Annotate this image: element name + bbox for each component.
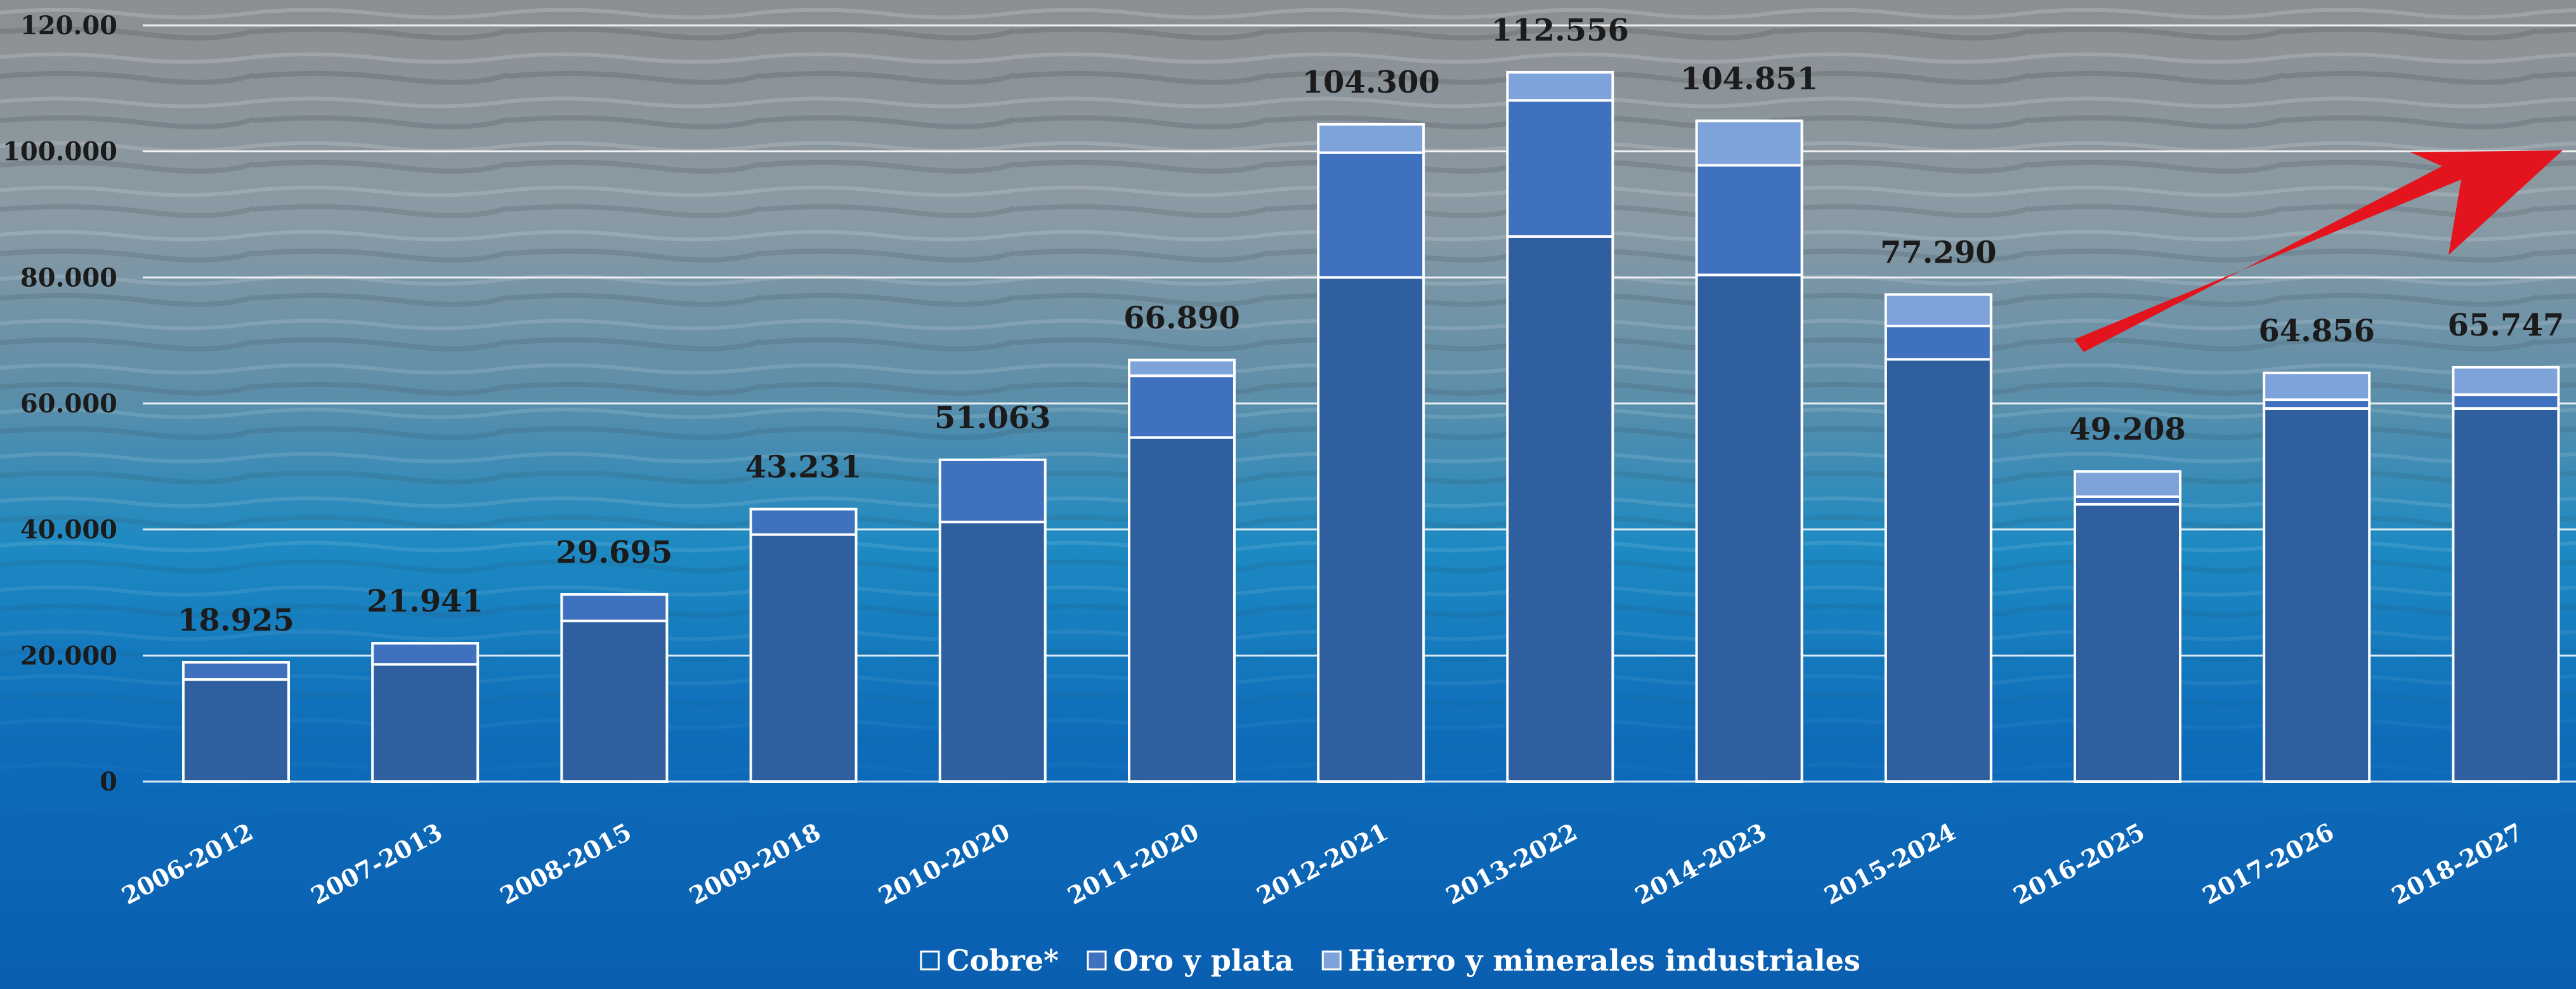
legend-swatch: [920, 950, 940, 971]
bar-segment: [1506, 235, 1614, 783]
legend-swatch: [1321, 950, 1342, 971]
bar-total-label: 43.231: [745, 450, 862, 485]
bar-segment: [2263, 371, 2371, 402]
bar-total-label: 112.556: [1491, 13, 1629, 48]
bar-group: [1506, 70, 1614, 783]
bar-segment: [1884, 324, 1992, 361]
bar-segment: [2452, 393, 2560, 410]
bar-segment: [371, 642, 480, 666]
bar-segment: [2263, 407, 2371, 783]
y-tick-label: 40.000: [20, 515, 117, 545]
bar-total-label: 104.851: [1680, 61, 1818, 96]
y-tick-label: 0: [100, 767, 117, 797]
bar-segment: [182, 678, 290, 783]
bar-group: [1884, 293, 1992, 783]
bar-group: [182, 661, 290, 783]
stacked-bars: [182, 70, 2560, 783]
bar-segment: [560, 619, 669, 783]
bar-group: [749, 508, 858, 783]
trend-arrow-icon: [2074, 150, 2563, 352]
y-tick-label: 20.000: [20, 641, 117, 671]
bar-segment: [1506, 70, 1614, 102]
legend-label: Cobre*: [946, 943, 1059, 978]
bar-segment: [749, 508, 858, 536]
bar-total-label: 104.300: [1302, 65, 1440, 100]
bar-segment: [1128, 358, 1236, 377]
bar-segment: [1128, 436, 1236, 783]
bar-total-label: 29.695: [556, 535, 673, 570]
bar-group: [560, 593, 669, 783]
bar-segment: [1695, 119, 1803, 167]
bar-total-label: 65.747: [2448, 308, 2565, 343]
bar-segment: [938, 458, 1047, 523]
bar-segment: [938, 520, 1047, 783]
legend-swatch: [1087, 950, 1107, 971]
bar-group: [1695, 119, 1803, 783]
bar-segment: [1317, 122, 1425, 154]
bar-group: [2263, 371, 2371, 783]
bar-group: [1317, 122, 1425, 783]
bar-total-label: 77.290: [1880, 235, 1997, 270]
bar-segment: [560, 593, 669, 622]
bar-total-label: 64.856: [2258, 313, 2375, 349]
bar-segment: [1884, 293, 1992, 327]
bar-segment: [2452, 365, 2560, 396]
bar-segment: [1695, 164, 1803, 277]
y-tick-label: 100.000: [3, 137, 117, 167]
bar-group: [2074, 470, 2181, 783]
legend-label: Oro y plata: [1113, 943, 1293, 978]
bar-total-label: 21.941: [367, 584, 483, 619]
bar-total-label: 49.208: [2069, 412, 2186, 447]
bar-segment: [2074, 502, 2181, 783]
y-axis-tick-labels: 0 20.000 40.000 60.000 80.000 100.000 120.00: [3, 11, 117, 797]
bar-segment: [2452, 407, 2560, 783]
bar-group: [2452, 365, 2560, 783]
bar-segment: [371, 663, 480, 783]
bar-group: [1128, 358, 1236, 783]
legend: Cobre* Oro y plata Hierro y minerales indu…: [920, 943, 1860, 978]
bar-total-label: 18.925: [178, 603, 294, 638]
trend-arrow: [2074, 150, 2563, 352]
bar-segment: [1128, 374, 1236, 439]
bar-segment: [182, 661, 290, 681]
bar-segment: [1506, 99, 1614, 238]
bar-group: [938, 458, 1047, 783]
y-tick-label: 60.000: [20, 389, 117, 419]
bar-segment: [1695, 273, 1803, 783]
y-tick-label: 80.000: [20, 263, 117, 292]
bar-group: [371, 642, 480, 783]
bar-segment: [2263, 398, 2371, 410]
legend-label: Hierro y minerales industriales: [1348, 943, 1860, 978]
bar-segment: [2074, 470, 2181, 499]
bar-total-label: 66.890: [1123, 301, 1240, 336]
bar-segment: [1884, 358, 1992, 783]
bar-segment: [1317, 276, 1425, 783]
bar-total-label: 51.063: [934, 400, 1051, 436]
bar-segment: [749, 533, 858, 783]
bar-total-labels: 18.925 21.941 29.695 43.231 51.063 66.890 104.…: [178, 13, 2564, 638]
y-tick-label: 120.00: [20, 11, 117, 41]
bar-segment: [1317, 151, 1425, 279]
